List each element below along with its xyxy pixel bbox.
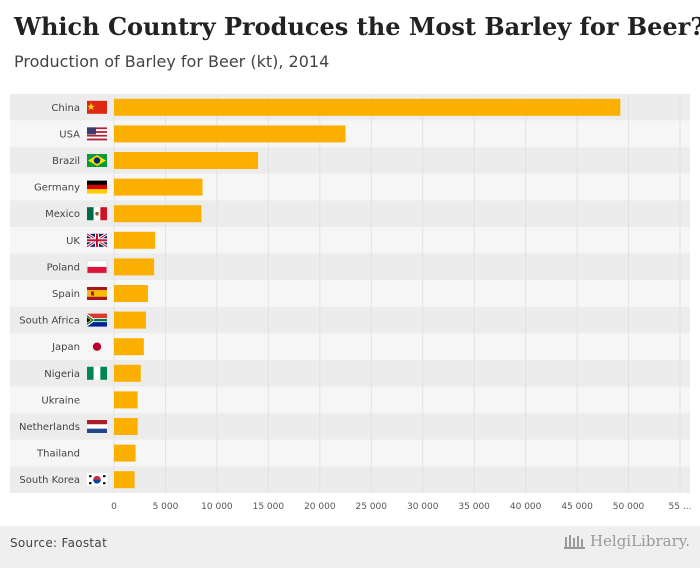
- row-band: [10, 333, 690, 360]
- row-band: [10, 253, 690, 281]
- x-tick-label: 15 000: [253, 502, 285, 512]
- x-tick-label: 35 000: [458, 502, 490, 512]
- south-korea-flag-icon: [87, 473, 107, 487]
- category-label: Netherlands: [19, 422, 80, 433]
- bar-ukraine: [114, 391, 138, 409]
- x-tick-label: 25 000: [356, 502, 388, 512]
- mexico-flag-icon: [87, 207, 107, 221]
- x-tick-label: 45 000: [561, 502, 593, 512]
- spain-flag-icon: [87, 287, 107, 300]
- category-label: Spain: [52, 289, 80, 300]
- germany-flag-icon: [87, 180, 107, 194]
- bar-thailand: [114, 444, 136, 462]
- category-label: Poland: [47, 262, 80, 273]
- x-tick-label: 40 000: [510, 502, 542, 512]
- bar-chart: China USA Brazil Germany Mexico UK Poland Spain…: [10, 94, 692, 512]
- chart-title: Which Country Produces the Most Barley f…: [14, 12, 700, 41]
- category-label: Germany: [34, 183, 80, 194]
- usa-flag-icon: [87, 127, 107, 141]
- row-band: [10, 439, 690, 467]
- row-band: [10, 360, 690, 387]
- row-band: [10, 386, 690, 414]
- category-label: Ukraine: [41, 395, 80, 406]
- bar-south-africa: [114, 311, 146, 329]
- row-band: [10, 147, 690, 174]
- x-tick-label: 20 000: [304, 502, 336, 512]
- library-icon: [563, 535, 585, 549]
- bar-germany: [114, 178, 203, 196]
- category-label: Nigeria: [44, 369, 80, 380]
- bar-japan: [114, 338, 144, 356]
- japan-flag-icon: [92, 342, 102, 351]
- row-band: [10, 227, 690, 254]
- x-tick-label: 55 ...: [669, 502, 692, 512]
- category-label: USA: [59, 129, 80, 140]
- brand-name: HelgiLibrary.: [589, 532, 690, 550]
- bar-spain: [114, 285, 148, 302]
- category-label: China: [51, 103, 80, 114]
- category-label: UK: [66, 236, 80, 247]
- bar-netherlands: [114, 418, 138, 435]
- row-band: [10, 413, 690, 440]
- bar-china: [114, 98, 621, 116]
- x-tick-label: 10 000: [201, 502, 233, 512]
- x-tick-label: 0: [111, 502, 117, 512]
- header: Which Country Produces the Most Barley f…: [0, 0, 700, 86]
- category-label: South Korea: [19, 475, 80, 486]
- x-tick-label: 30 000: [407, 502, 439, 512]
- brazil-flag-icon: [87, 154, 107, 167]
- source-note: Source: Faostat: [10, 536, 108, 550]
- row-band: [10, 200, 690, 227]
- south-africa-flag-icon: [87, 313, 107, 327]
- chart-subtitle: Production of Barley for Beer (kt), 2014: [14, 52, 330, 71]
- category-label: Mexico: [45, 209, 80, 220]
- bar-uk: [114, 231, 156, 249]
- row-band: [10, 173, 690, 201]
- row-band: [10, 280, 690, 307]
- china-flag-icon: [87, 100, 107, 114]
- brand-logo: HelgiLibrary.: [563, 532, 690, 550]
- bar-mexico: [114, 205, 202, 223]
- bar-brazil: [114, 152, 259, 169]
- bar-poland: [114, 258, 155, 276]
- bar-south-korea: [114, 471, 135, 489]
- category-label: Brazil: [52, 156, 80, 167]
- bar-nigeria: [114, 364, 141, 382]
- poland-flag-icon: [86, 259, 108, 274]
- bar-usa: [114, 125, 346, 143]
- category-label: Thailand: [36, 449, 80, 460]
- category-label: South Africa: [19, 316, 80, 327]
- row-band: [10, 306, 690, 334]
- netherlands-flag-icon: [87, 420, 107, 433]
- row-band: [10, 466, 690, 493]
- category-label: Japan: [51, 342, 80, 353]
- row-band: [10, 120, 690, 148]
- nigeria-flag-icon: [87, 366, 107, 380]
- x-tick-label: 5 000: [153, 502, 179, 512]
- uk-flag-icon: [86, 232, 108, 249]
- x-tick-label: 50 000: [613, 502, 645, 512]
